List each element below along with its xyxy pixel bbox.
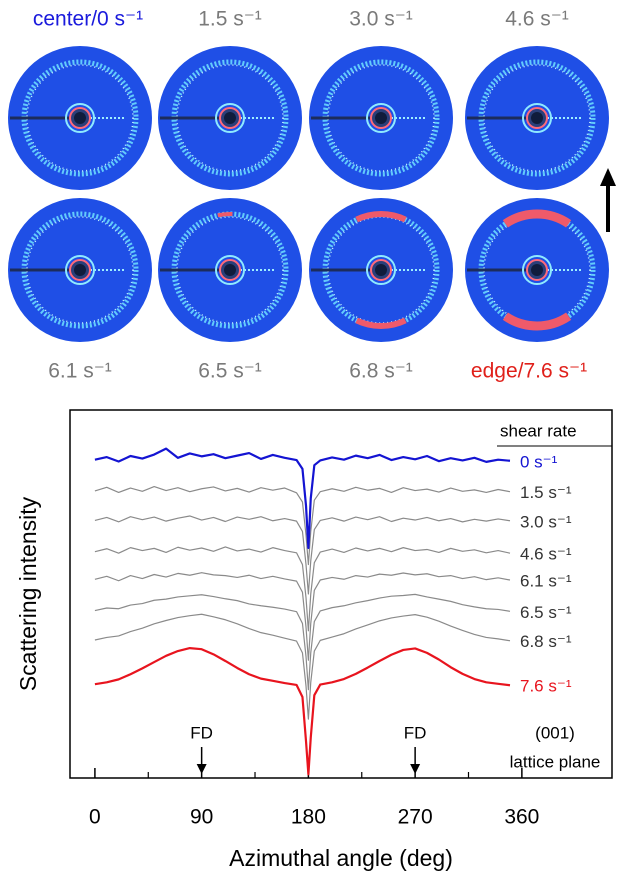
center-ring: [215, 103, 245, 133]
annotation: FD: [404, 723, 427, 742]
scattering-ring: [327, 216, 435, 324]
annotation: FD: [190, 723, 213, 742]
series-line: [94, 593, 511, 691]
scattering-ring: [176, 64, 284, 172]
beam-center: [531, 264, 543, 276]
plot: 0 90 180 270 360 7.6 s⁻¹ 6.8 s⁻¹ 6.5 s⁻¹ 6.1 s⁻¹…: [89, 447, 572, 829]
panel-label: 6.1 s⁻¹: [48, 360, 112, 383]
beam-center: [531, 112, 543, 124]
beam-center: [74, 112, 86, 124]
center-ring: [215, 255, 245, 285]
beam-center: [375, 112, 387, 124]
scattering-ring: [478, 211, 596, 329]
scattering-ring: [21, 211, 139, 329]
panel-label: 6.8 s⁻¹: [349, 360, 413, 383]
scattering-ring: [171, 59, 289, 177]
anisotropic-arc: [502, 209, 572, 228]
panel-label: center/0 s⁻¹: [33, 8, 143, 31]
annotation-arrow-head: [410, 764, 421, 774]
annotation-arrow-head: [196, 764, 207, 774]
panel-label: 3.0 s⁻¹: [349, 8, 413, 31]
x-tick-label: 360: [504, 806, 539, 829]
legend-label: 7.6 s⁻¹: [520, 677, 572, 696]
scattering-ring: [176, 216, 284, 324]
scattering-ring: [322, 59, 440, 177]
annotation: (001): [535, 723, 575, 742]
scattering-ring: [322, 211, 440, 329]
x-tick-label: 0: [89, 806, 101, 829]
series-line: [94, 546, 511, 632]
anisotropic-arc: [355, 317, 407, 329]
scattering-ring: [483, 64, 591, 172]
anisotropic-arc: [217, 212, 233, 218]
series-line: [94, 647, 511, 776]
panel-label: 1.5 s⁻¹: [198, 8, 262, 31]
x-tick-label: 180: [291, 806, 326, 829]
panel-label: edge/7.6 s⁻¹: [471, 360, 587, 383]
beam-center: [74, 264, 86, 276]
center-ring: [65, 255, 95, 285]
y-axis-label: Scattering intensity: [15, 496, 41, 691]
x-axis-label: Azimuthal angle (deg): [229, 845, 453, 871]
legend-label: 6.1 s⁻¹: [520, 572, 572, 591]
series-line: [94, 447, 511, 550]
panel-label: 4.6 s⁻¹: [505, 8, 569, 31]
scattering-ring: [21, 59, 139, 177]
scattering-ring: [26, 216, 134, 324]
beam-center: [375, 264, 387, 276]
legend-label: 6.5 s⁻¹: [520, 603, 572, 622]
panel-label: 6.5 s⁻¹: [198, 360, 262, 383]
series-line: [94, 572, 511, 661]
beam-center: [224, 264, 236, 276]
x-tick-label: 270: [398, 806, 433, 829]
center-ring: [522, 255, 552, 285]
legend-label: 4.6 s⁻¹: [520, 545, 572, 564]
legend-title: shear rate: [500, 421, 577, 440]
beam-center: [224, 112, 236, 124]
legend-label: 3.0 s⁻¹: [520, 512, 572, 531]
anisotropic-arc: [355, 211, 407, 223]
detector-panels: center/0 s⁻¹ 1.5 s⁻¹ 3.0 s⁻¹ 4.6 s⁻¹ 6.1 s⁻¹…: [8, 8, 609, 383]
scattering-ring: [327, 64, 435, 172]
x-tick-label: 90: [190, 806, 213, 829]
anisotropic-arc: [502, 312, 572, 331]
legend-label: 6.8 s⁻¹: [520, 632, 572, 651]
series-line: [94, 485, 511, 566]
center-ring: [366, 103, 396, 133]
series-line: [94, 613, 511, 720]
series-line: [94, 515, 511, 595]
center-ring: [522, 103, 552, 133]
center-ring: [65, 103, 95, 133]
direction-arrow-head: [600, 168, 616, 186]
plot-frame: [69, 409, 613, 779]
legend-label: 0 s⁻¹: [520, 452, 558, 471]
annotation: lattice plane: [510, 752, 601, 771]
scattering-ring: [26, 64, 134, 172]
scattering-ring: [483, 216, 591, 324]
legend-label: 1.5 s⁻¹: [520, 483, 572, 502]
center-ring: [366, 255, 396, 285]
scattering-ring: [478, 59, 596, 177]
scattering-ring: [171, 211, 289, 329]
